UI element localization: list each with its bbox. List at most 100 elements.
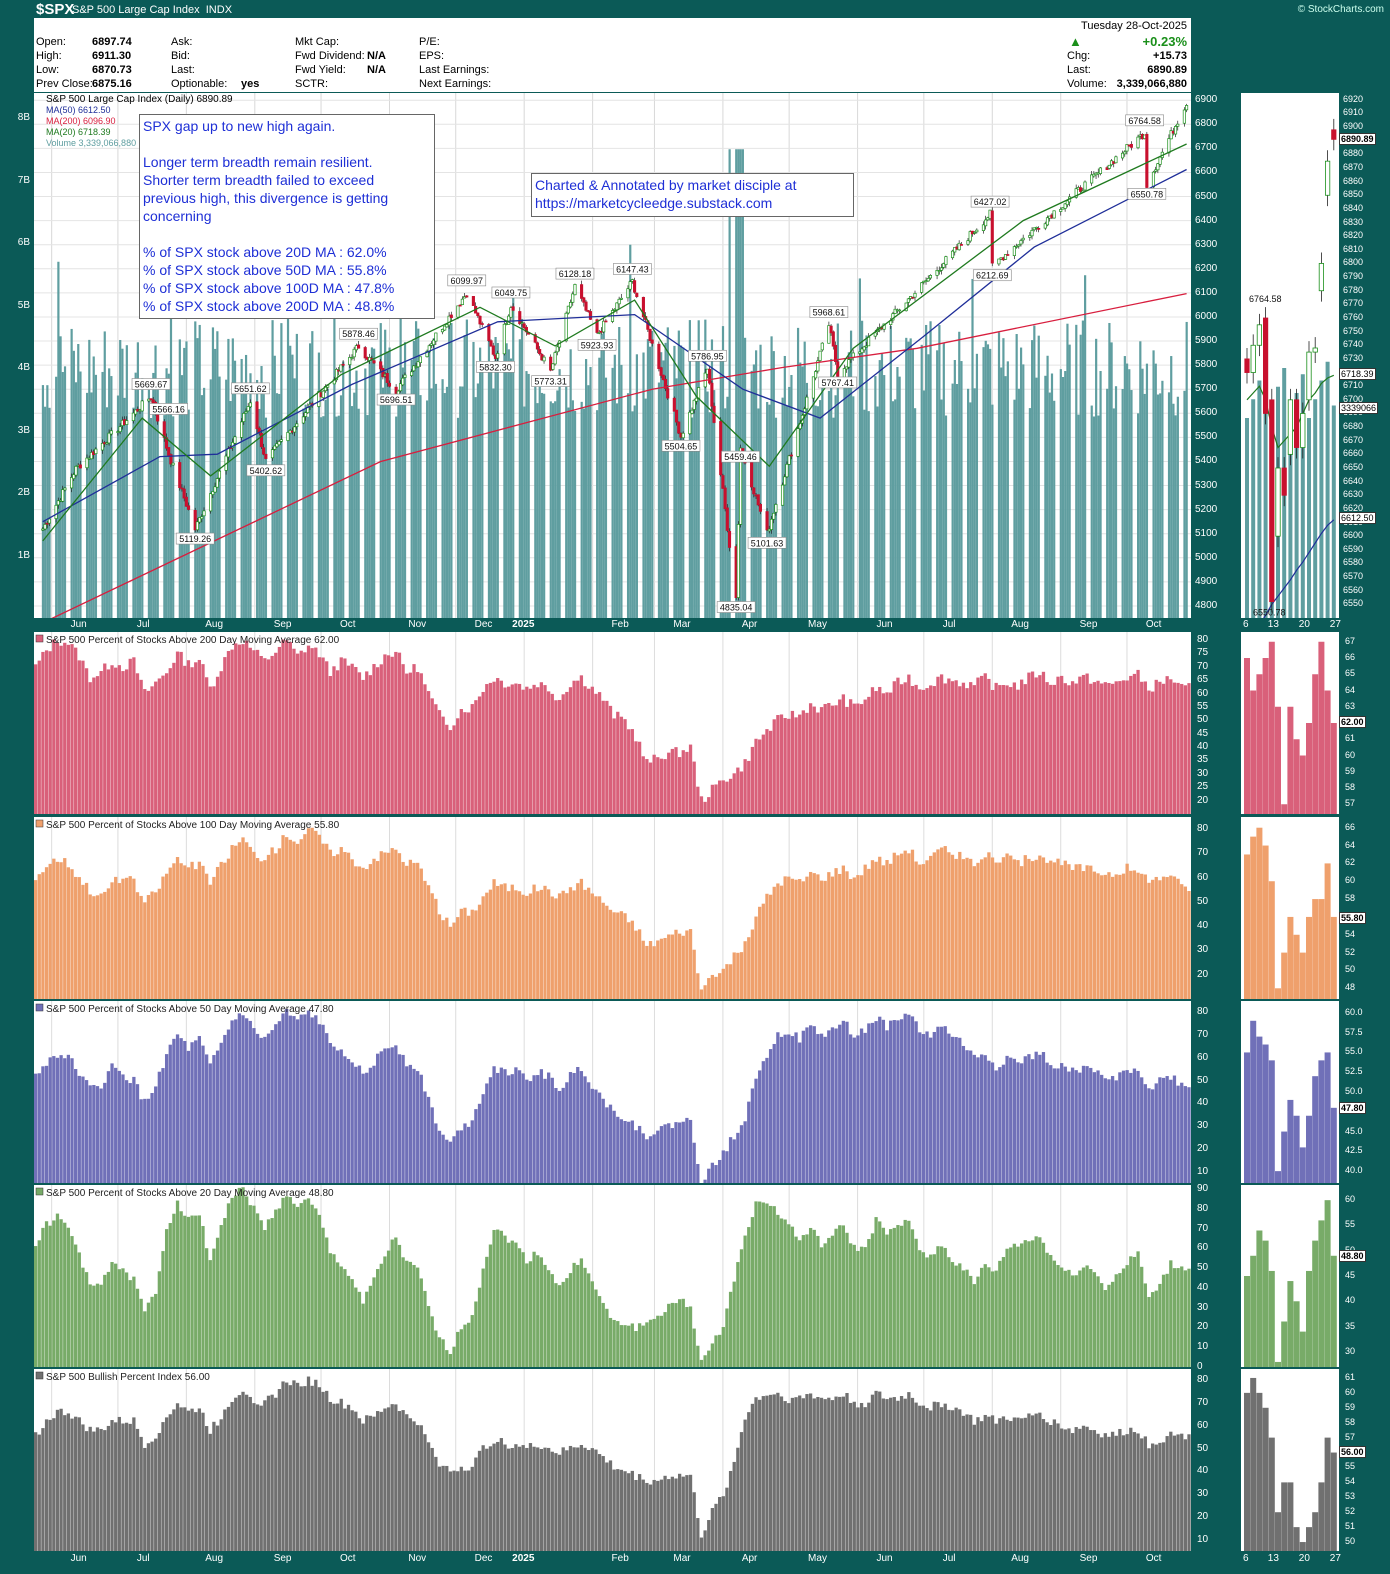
breadth-bar	[979, 675, 984, 814]
breadth-bar	[841, 1225, 845, 1367]
breadth-bar	[612, 1469, 616, 1551]
volume-bar	[395, 416, 398, 618]
breadth-tick: 30	[1197, 1488, 1209, 1500]
breadth-bar	[539, 1449, 544, 1551]
breadth-inset-tick: 52	[1345, 1506, 1356, 1517]
inset-price-tick: 6820	[1343, 230, 1364, 241]
breadth-bar	[114, 1422, 118, 1551]
breadth-bar	[914, 861, 918, 999]
breadth-bar	[1096, 1276, 1100, 1367]
candle-body	[213, 486, 217, 493]
price-tick: 6900	[1195, 94, 1218, 106]
volume-bar	[306, 416, 309, 618]
breadth-bar	[419, 868, 423, 999]
breadth-inset-tick: 55.0	[1345, 1046, 1363, 1057]
volume-bar	[1084, 275, 1087, 618]
candle-body	[966, 240, 970, 245]
volume-bar	[604, 377, 608, 618]
volume-bar	[1167, 392, 1171, 618]
breadth-bar	[266, 854, 271, 999]
breadth-bar	[656, 1480, 660, 1551]
breadth-bar	[452, 1136, 456, 1183]
volume-bar	[1031, 340, 1034, 618]
volume-bar	[141, 378, 144, 618]
breadth-bar	[157, 1433, 161, 1551]
breadth-bar	[961, 859, 966, 999]
breadth-bar	[1016, 1417, 1020, 1551]
breadth-bar	[1005, 1248, 1009, 1367]
breadth-bar	[816, 874, 820, 999]
breadth-bar	[34, 664, 38, 814]
breadth-bar	[758, 1399, 762, 1551]
breadth-inset-axis: 575859606162636465666762.00	[1339, 632, 1385, 814]
price-label: 5767.41	[818, 376, 858, 389]
breadth-bar	[848, 879, 853, 999]
breadth-bar	[317, 1387, 322, 1551]
breadth-bar	[681, 1476, 685, 1551]
candle-body	[518, 311, 522, 325]
breadth-bar	[426, 1306, 431, 1367]
breadth-bar	[532, 1251, 536, 1367]
volume-bar	[836, 323, 839, 618]
breadth-tick: 10	[1197, 1165, 1209, 1177]
breadth-bar	[1114, 1080, 1118, 1183]
breadth-bar	[845, 1021, 849, 1183]
breadth-bar	[1063, 683, 1067, 814]
breadth-bar	[768, 1049, 773, 1183]
inset-price-tick: 6870	[1343, 162, 1364, 172]
breadth-bar	[1041, 1419, 1046, 1551]
breadth-bar	[1081, 1267, 1086, 1367]
volume-bar	[867, 411, 870, 618]
candle-body	[677, 421, 681, 434]
breadth-bar	[212, 1248, 216, 1367]
breadth-bar	[1005, 853, 1009, 999]
volume-bar	[960, 361, 963, 618]
breadth-bar	[521, 689, 525, 814]
breadth-bar	[230, 649, 234, 814]
breadth-inset-tick: 57	[1345, 798, 1356, 809]
breadth-bar	[408, 859, 413, 999]
candle-body	[926, 278, 930, 282]
breadth-bar	[670, 1476, 674, 1551]
breadth-bar	[70, 869, 74, 999]
breadth-bar	[561, 1281, 565, 1367]
volume-bar	[434, 383, 438, 618]
breadth-bar	[237, 644, 242, 814]
date-tick: Oct	[339, 619, 356, 630]
candle-body	[321, 390, 325, 399]
price-label-box	[149, 403, 188, 415]
breadth-bar	[423, 1434, 427, 1551]
breadth-inset-bar	[1306, 1115, 1312, 1183]
volume-bar	[973, 388, 976, 618]
breadth-bar	[357, 672, 362, 814]
volume-bar	[320, 417, 323, 618]
breadth-bar	[688, 929, 693, 999]
breadth-bar	[252, 1028, 256, 1183]
breadth-bar	[688, 1119, 693, 1183]
breadth-bar	[1041, 671, 1046, 814]
breadth-inset-bar	[1281, 952, 1288, 999]
breadth-bar	[183, 1215, 187, 1367]
breadth-bar	[1136, 872, 1140, 999]
breadth-bar	[1172, 1268, 1177, 1367]
breadth-value-tag: 47.80	[1339, 1102, 1366, 1115]
breadth-bar	[889, 1229, 893, 1367]
price-label-box	[970, 195, 1010, 208]
breadth-bar	[1129, 1072, 1133, 1183]
breadth-bar	[1147, 1088, 1151, 1183]
breadth-bar	[1045, 1062, 1049, 1183]
candle-body	[1034, 226, 1038, 229]
breadth-inset-bar	[1250, 1377, 1257, 1551]
breadth-bar	[164, 1229, 169, 1367]
breadth-bar	[106, 1271, 111, 1367]
bottom-inset-date-tick: 6	[1243, 1553, 1249, 1564]
inset-price-tick: 6850	[1343, 189, 1364, 200]
breadth-bar	[1016, 1062, 1020, 1183]
volume-bar	[154, 345, 157, 618]
breadth-bar	[583, 889, 587, 999]
breadth-bar	[579, 1444, 584, 1551]
breadth-bar	[667, 1123, 671, 1183]
breadth-inset-tick: 50.0	[1345, 1086, 1363, 1096]
breadth-bar	[441, 1339, 445, 1367]
breadth-bar	[259, 1405, 263, 1551]
